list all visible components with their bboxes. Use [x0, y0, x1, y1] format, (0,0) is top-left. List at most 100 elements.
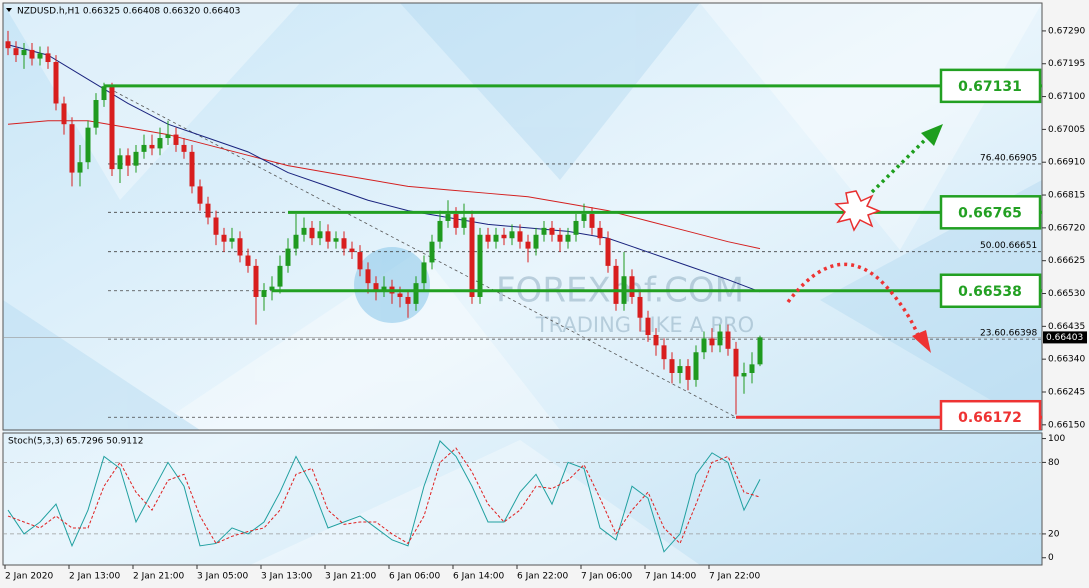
candle-body — [613, 265, 619, 304]
candle-body — [293, 234, 299, 249]
x-tick-label: 2 Jan 2020 — [5, 572, 53, 582]
y-tick-label: 0.66435 — [1048, 322, 1085, 332]
candle-body — [125, 155, 131, 166]
candle-body — [693, 352, 699, 380]
breakout-burst — [834, 190, 882, 232]
candle-body — [357, 252, 363, 270]
candle-body — [525, 241, 531, 249]
candle-body — [69, 124, 75, 173]
candle-body — [13, 48, 19, 56]
candle-body — [5, 41, 11, 49]
candle-body — [285, 248, 291, 266]
candle-body — [405, 296, 411, 304]
y-tick-label: 0.66720 — [1048, 223, 1085, 233]
y-tick-label: 0.66340 — [1048, 355, 1085, 365]
candle-body — [381, 286, 387, 291]
x-tick-label: 7 Jan 06:00 — [581, 572, 633, 582]
candle-body — [205, 203, 211, 218]
candle-body — [101, 86, 107, 101]
y-tick-label: 0.66245 — [1048, 387, 1085, 397]
level-box — [939, 399, 1042, 430]
y-tick-label: 0.67195 — [1048, 59, 1085, 69]
candle-body — [653, 334, 659, 346]
candle-body — [429, 241, 435, 263]
candle-body — [485, 234, 491, 242]
candle-body — [29, 49, 35, 59]
candle-body — [645, 317, 651, 335]
level-box — [939, 195, 1042, 230]
candle-body — [245, 255, 251, 266]
candle-body — [165, 134, 171, 139]
candle-body — [421, 262, 427, 284]
candle-body — [629, 276, 635, 297]
x-tick-label: 6 Jan 06:00 — [389, 572, 441, 582]
symbol-header: NZDUSD.h,H1 0.66325 0.66408 0.66320 0.66… — [17, 7, 240, 17]
candle-body — [725, 331, 731, 349]
candle-body — [549, 227, 555, 235]
candle-body — [301, 227, 307, 235]
candle-body — [557, 234, 563, 242]
axes: 0.67290 0.67195 0.67100 0.67005 0.66910 0.668… — [4, 26, 1087, 582]
stoch-line — [7, 447, 761, 545]
candle-body — [85, 127, 91, 163]
candle-body — [373, 283, 379, 291]
candle-body — [221, 234, 227, 242]
level-label: 0.66538 — [958, 284, 1022, 300]
y-tick-label: 0.66150 — [1048, 420, 1085, 430]
candle-body — [277, 265, 283, 287]
level-box — [939, 68, 1042, 104]
y-tick-label: 20 — [1048, 529, 1060, 539]
candle-body — [109, 86, 115, 170]
candle-body — [229, 238, 235, 242]
candle-body — [685, 366, 691, 380]
candle-body — [309, 227, 315, 239]
candle-body — [605, 238, 611, 266]
x-tick-label: 6 Jan 22:00 — [517, 572, 569, 582]
candle-body — [77, 162, 83, 173]
candle-body — [597, 227, 603, 239]
candle-body — [189, 151, 195, 187]
candle-body — [237, 238, 243, 256]
y-tick-label: 0.67005 — [1048, 125, 1085, 135]
stoch-plot — [3, 440, 1042, 553]
moving-average — [7, 44, 761, 293]
trend-line — [103, 85, 737, 418]
candle-body — [269, 286, 275, 291]
candle-body — [173, 134, 179, 145]
moving-average — [7, 120, 761, 250]
candle-body — [661, 345, 667, 360]
x-tick-label: 6 Jan 14:00 — [453, 572, 505, 582]
candle-body — [757, 337, 763, 365]
menu-caret — [6, 8, 12, 12]
candle-body — [437, 220, 443, 242]
candle-body — [157, 138, 163, 149]
y-tick-label: 0.66815 — [1048, 191, 1085, 201]
candle-body — [541, 227, 547, 235]
y-tick-label: 0.67100 — [1048, 92, 1085, 102]
candle-body — [325, 231, 331, 242]
candle-body — [493, 234, 499, 242]
candle-body — [197, 186, 203, 204]
candle-body — [61, 103, 67, 125]
candle-body — [413, 283, 419, 304]
candle-body — [445, 214, 451, 221]
y-tick-label: 0.66625 — [1048, 256, 1085, 266]
candle-body — [637, 296, 643, 318]
candle-body — [365, 269, 371, 284]
candle-body — [133, 151, 139, 166]
candle-body — [453, 214, 459, 228]
candle-body — [501, 234, 507, 239]
candle-body — [317, 231, 323, 239]
stoch-header: Stoch(5,3,3) 65.7296 50.9112 — [8, 437, 143, 447]
level-label: 0.66172 — [958, 410, 1022, 426]
down-arrowhead — [912, 330, 931, 353]
candle-body — [213, 217, 219, 235]
candle-body — [533, 234, 539, 249]
candle-body — [461, 217, 467, 228]
x-tick-label: 2 Jan 21:00 — [133, 572, 185, 582]
plot-background — [3, 3, 1042, 565]
candle-body — [149, 144, 155, 149]
candle-body — [701, 338, 707, 353]
candle-body — [397, 293, 403, 297]
